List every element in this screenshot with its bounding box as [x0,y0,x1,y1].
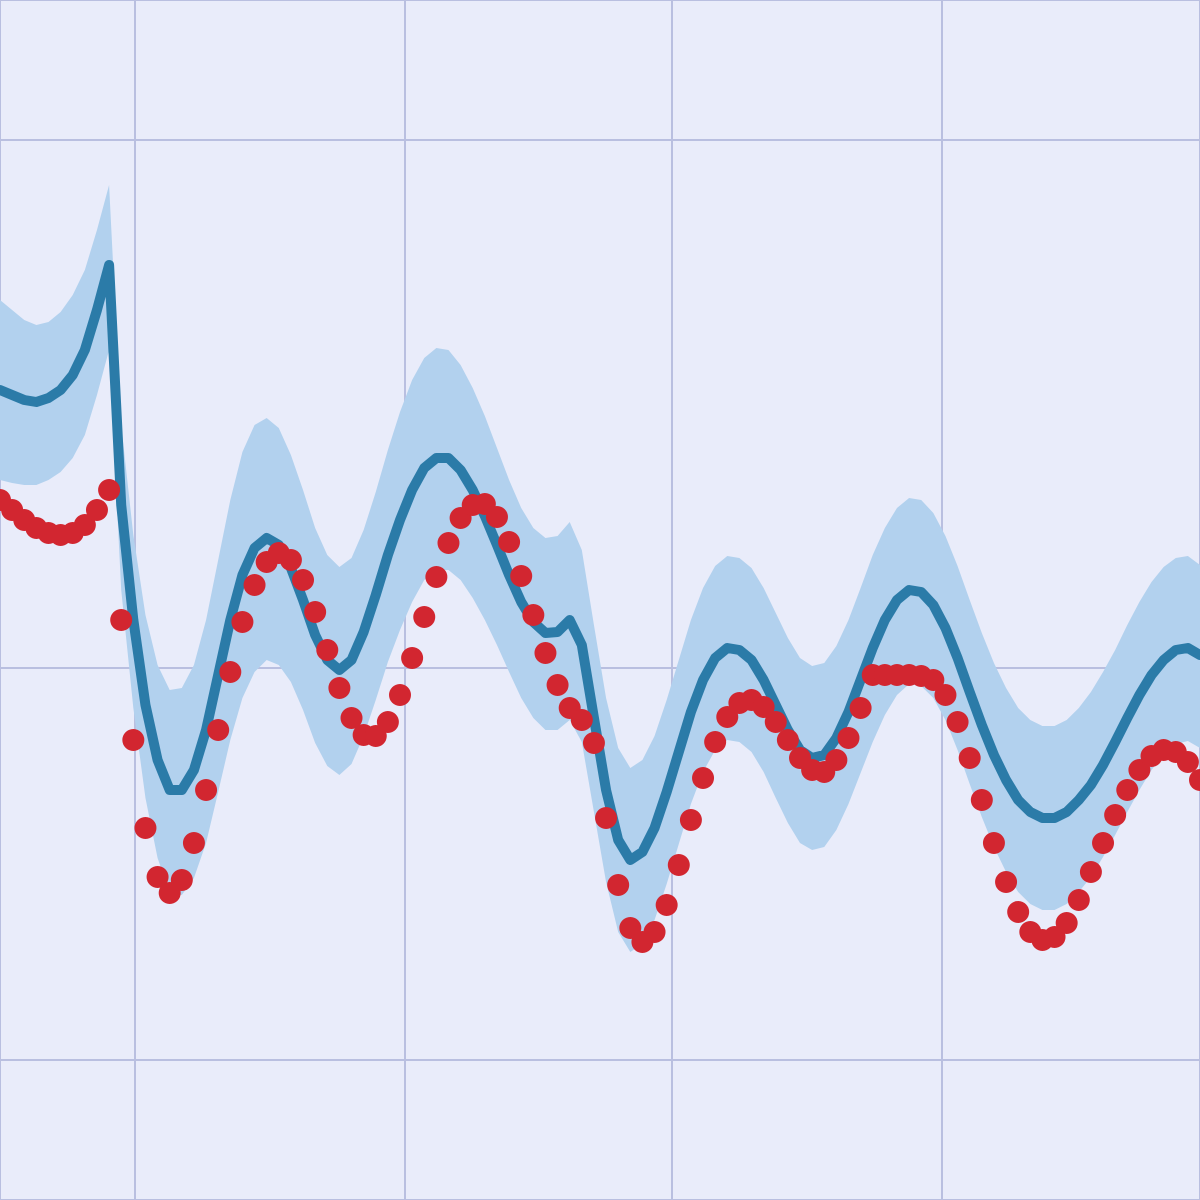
observed-dot [510,565,532,587]
observed-dot [1104,804,1126,826]
observed-dot [195,779,217,801]
observed-dot [1177,751,1199,773]
observed-dot [244,574,266,596]
observed-dot [692,767,714,789]
observed-dot [837,727,859,749]
observed-dot [425,566,447,588]
observed-dot [850,697,872,719]
observed-dot [219,661,241,683]
observed-dot [644,921,666,943]
observed-dot [134,817,156,839]
observed-dot [1056,912,1078,934]
chart-background [0,0,1200,1200]
observed-dot [98,479,120,501]
observed-dot [171,869,193,891]
observed-dot [959,747,981,769]
observed-dot [498,531,520,553]
observed-dot [534,642,556,664]
observed-dot [389,684,411,706]
observed-dot [995,871,1017,893]
observed-dot [207,719,229,741]
observed-dot [983,832,1005,854]
observed-dot [401,647,423,669]
observed-dot [595,807,617,829]
observed-dot [292,569,314,591]
observed-dot [680,809,702,831]
chart-container [0,0,1200,1200]
observed-dot [934,684,956,706]
observed-dot [571,709,593,731]
observed-dot [413,606,435,628]
observed-dot [1092,832,1114,854]
observed-dot [328,677,350,699]
observed-dot [777,729,799,751]
observed-dot [1116,779,1138,801]
observed-dot [183,832,205,854]
observed-dot [316,639,338,661]
observed-dot [486,506,508,528]
line-chart [0,0,1200,1200]
observed-dot [304,601,326,623]
observed-dot [1007,901,1029,923]
observed-dot [583,732,605,754]
observed-dot [825,749,847,771]
observed-dot [765,711,787,733]
observed-dot [280,549,302,571]
observed-dot [971,789,993,811]
observed-dot [110,609,132,631]
observed-dot [1080,861,1102,883]
observed-dot [704,731,726,753]
observed-dot [122,729,144,751]
observed-dot [1068,889,1090,911]
observed-dot [947,711,969,733]
observed-dot [377,711,399,733]
observed-dot [86,499,108,521]
observed-dot [656,894,678,916]
observed-dot [547,674,569,696]
observed-dot [522,604,544,626]
observed-dot [437,532,459,554]
observed-dot [668,854,690,876]
observed-dot [607,874,629,896]
observed-dot [231,611,253,633]
